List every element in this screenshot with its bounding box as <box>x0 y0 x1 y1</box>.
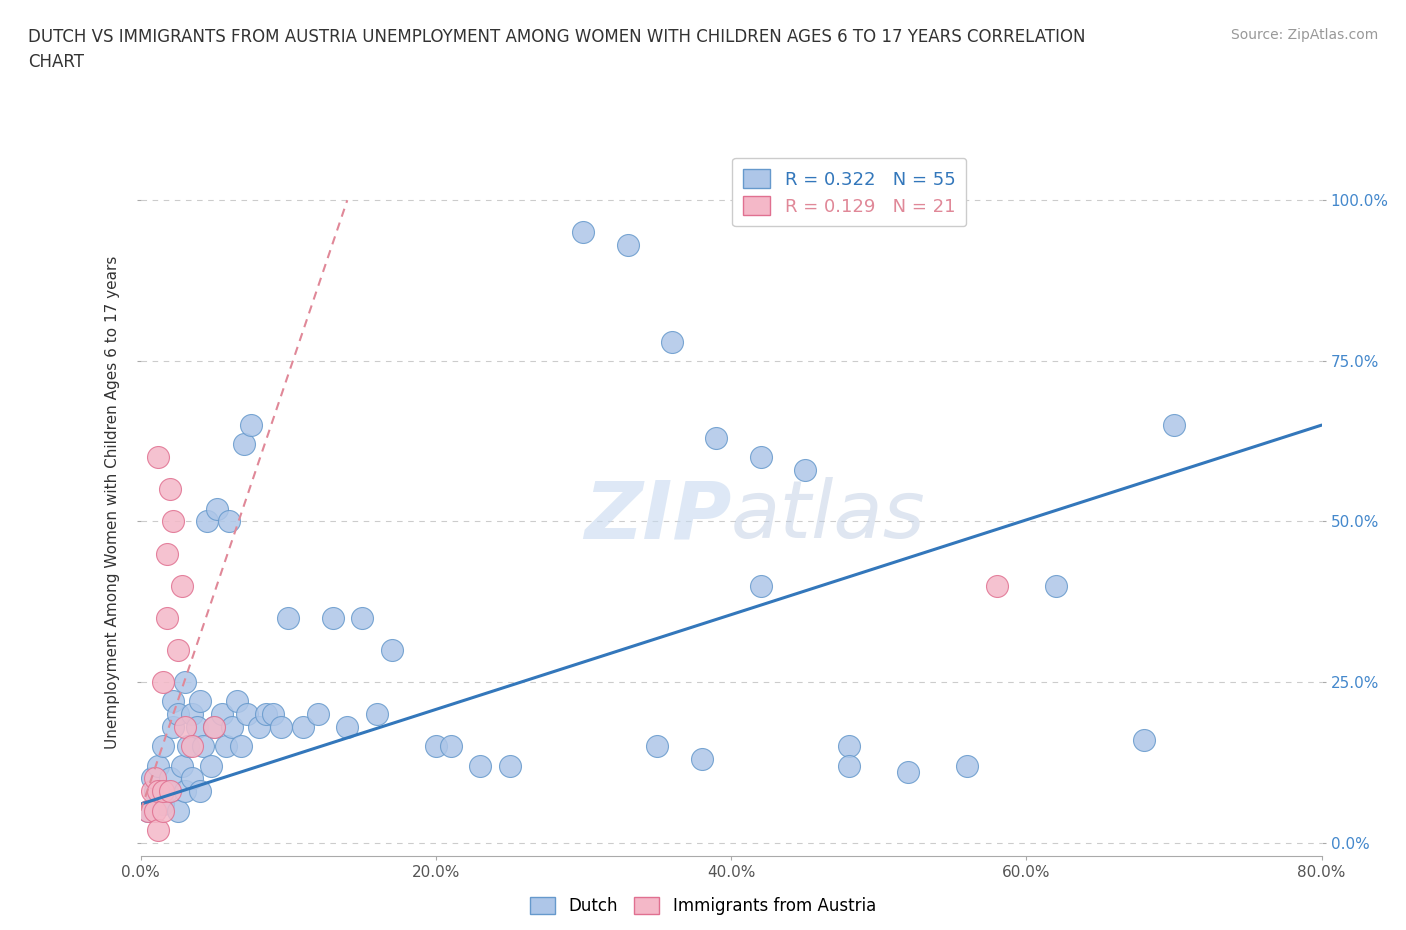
Point <box>181 739 204 754</box>
Point <box>136 804 159 818</box>
Text: ZIP: ZIP <box>583 477 731 555</box>
Point <box>148 450 170 465</box>
Point <box>229 739 252 754</box>
Point <box>145 804 166 818</box>
Point <box>159 771 181 786</box>
Point <box>188 694 211 709</box>
Point <box>195 514 218 529</box>
Point <box>186 720 208 735</box>
Point <box>247 720 270 735</box>
Point <box>145 784 166 799</box>
Point <box>218 514 240 529</box>
Point <box>136 804 159 818</box>
Point <box>838 758 860 773</box>
Point <box>321 610 344 625</box>
Point <box>170 758 193 773</box>
Point <box>254 707 277 722</box>
Legend: R = 0.322   N = 55, R = 0.129   N = 21: R = 0.322 N = 55, R = 0.129 N = 21 <box>733 158 966 227</box>
Point <box>145 771 166 786</box>
Point <box>262 707 284 722</box>
Point <box>188 784 211 799</box>
Point <box>141 784 163 799</box>
Point <box>292 720 315 735</box>
Point <box>162 720 184 735</box>
Point <box>174 720 197 735</box>
Point <box>181 771 204 786</box>
Point <box>202 720 225 735</box>
Point <box>366 707 388 722</box>
Point <box>152 804 174 818</box>
Point <box>148 784 170 799</box>
Point <box>956 758 979 773</box>
Point <box>162 694 184 709</box>
Point <box>215 739 238 754</box>
Point <box>159 784 181 799</box>
Y-axis label: Unemployment Among Women with Children Ages 6 to 17 years: Unemployment Among Women with Children A… <box>105 256 121 749</box>
Point <box>174 784 197 799</box>
Point <box>277 610 299 625</box>
Point <box>704 431 728 445</box>
Point <box>336 720 359 735</box>
Point <box>897 764 920 779</box>
Point <box>233 437 256 452</box>
Point <box>156 546 179 561</box>
Text: DUTCH VS IMMIGRANTS FROM AUSTRIA UNEMPLOYMENT AMONG WOMEN WITH CHILDREN AGES 6 T: DUTCH VS IMMIGRANTS FROM AUSTRIA UNEMPLO… <box>28 28 1085 71</box>
Point <box>152 797 174 812</box>
Point <box>166 804 188 818</box>
Point <box>166 643 188 658</box>
Point <box>645 739 669 754</box>
Point <box>236 707 259 722</box>
Point <box>148 822 170 837</box>
Point <box>221 720 243 735</box>
Point <box>690 751 713 766</box>
Point <box>191 739 214 754</box>
Point <box>749 450 772 465</box>
Point <box>211 707 233 722</box>
Point <box>352 610 374 625</box>
Point <box>498 758 520 773</box>
Point <box>838 739 860 754</box>
Point <box>156 784 179 799</box>
Point <box>152 739 174 754</box>
Point <box>572 225 595 240</box>
Point <box>170 578 193 593</box>
Legend: Dutch, Immigrants from Austria: Dutch, Immigrants from Austria <box>523 890 883 922</box>
Point <box>661 334 683 349</box>
Point <box>166 707 188 722</box>
Point <box>200 758 222 773</box>
Point <box>986 578 1008 593</box>
Point <box>225 694 247 709</box>
Point <box>425 739 447 754</box>
Point <box>307 707 329 722</box>
Text: atlas: atlas <box>731 477 927 555</box>
Point <box>616 238 638 253</box>
Point <box>794 462 817 477</box>
Point <box>174 674 197 689</box>
Point <box>159 482 181 497</box>
Point <box>749 578 772 593</box>
Point <box>152 674 174 689</box>
Point <box>380 643 404 658</box>
Point <box>162 514 184 529</box>
Point <box>148 758 170 773</box>
Point <box>270 720 292 735</box>
Point <box>156 610 179 625</box>
Point <box>181 707 204 722</box>
Point <box>202 720 225 735</box>
Point <box>1133 733 1156 748</box>
Point <box>141 771 163 786</box>
Point <box>152 784 174 799</box>
Point <box>240 418 263 432</box>
Point <box>177 739 200 754</box>
Point <box>439 739 461 754</box>
Point <box>1045 578 1067 593</box>
Text: Source: ZipAtlas.com: Source: ZipAtlas.com <box>1230 28 1378 42</box>
Point <box>1163 418 1185 432</box>
Point <box>207 501 229 516</box>
Point <box>470 758 492 773</box>
